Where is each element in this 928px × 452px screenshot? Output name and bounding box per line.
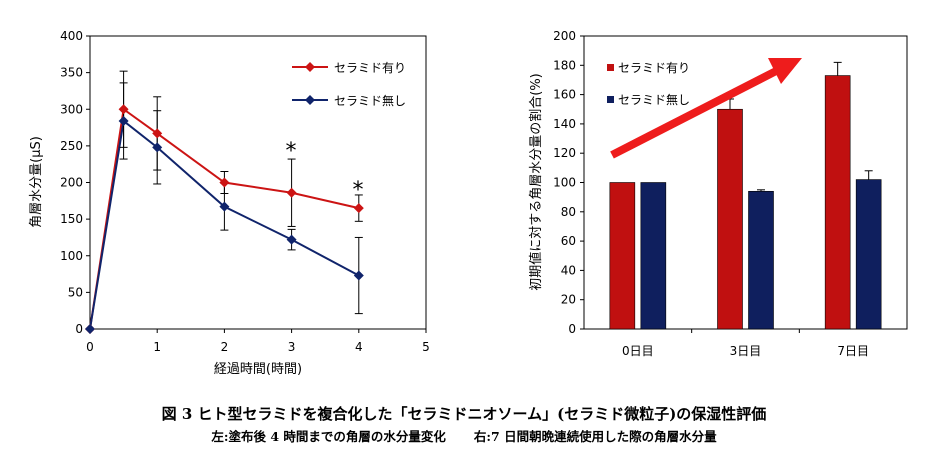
bar-chart-x-axis: 0日目 3日目 7日目 <box>622 329 869 358</box>
caption-right: 右:7 日間朝晩連続使用した際の角層水分量 <box>473 429 717 444</box>
data-point-marker <box>353 270 364 281</box>
y-tick-label: 120 <box>553 146 576 160</box>
data-point-marker <box>118 115 129 126</box>
x-tick-label: 4 <box>355 340 363 354</box>
y-tick-label: 200 <box>60 176 83 190</box>
legend-swatch-without <box>607 96 614 103</box>
legend-marker-with <box>305 62 315 72</box>
data-point-marker <box>118 104 129 115</box>
y-tick-label: 80 <box>561 205 576 219</box>
x-tick-label: 2 <box>221 340 229 354</box>
x-tick-label: 5 <box>422 340 430 354</box>
trend-arrow <box>610 58 802 159</box>
data-point-marker <box>152 128 163 139</box>
significance-star-3h: * <box>286 139 297 164</box>
bar <box>855 179 882 330</box>
legend-label-without-bar: セラミド無し <box>618 92 690 107</box>
line-chart-x-axis: 0 1 2 3 4 5 <box>86 329 430 354</box>
bar-chart-legend: セラミド有り セラミド無し <box>607 61 690 107</box>
x-category-label: 7日目 <box>837 344 869 358</box>
y-tick-label: 300 <box>60 102 83 116</box>
y-tick-label: 180 <box>553 58 576 72</box>
significance-star-4h: * <box>353 178 364 203</box>
bar <box>717 108 743 330</box>
legend-label-without: セラミド無し <box>334 93 406 108</box>
line-chart-series <box>85 70 364 334</box>
trend-arrow-head <box>768 58 802 84</box>
data-point-marker <box>286 187 297 198</box>
y-tick-label: 160 <box>553 88 576 102</box>
bar <box>640 182 667 330</box>
figure-caption-title: 図 3 ヒト型セラミドを複合化した「セラミドニオソーム」(セラミド微粒子)の保湿… <box>161 405 767 423</box>
x-tick-label: 3 <box>288 340 296 354</box>
y-tick-label: 100 <box>553 176 576 190</box>
bar-chart-bars <box>609 61 882 330</box>
caption-left: 左:塗布後 4 時間までの角層の水分量変化 <box>211 429 446 444</box>
x-category-label: 3日目 <box>730 344 762 358</box>
y-tick-label: 350 <box>60 66 83 80</box>
data-point-marker <box>353 203 364 214</box>
x-tick-label: 1 <box>153 340 161 354</box>
x-tick-label: 0 <box>86 340 94 354</box>
y-tick-label: 0 <box>568 322 576 336</box>
line-chart: 0 50 100 150 200 250 300 350 400 0 1 2 3 4 5 経過時間(時間)… <box>29 29 430 377</box>
line-chart-legend: セラミド有り セラミド無し <box>292 61 406 108</box>
y-tick-label: 60 <box>561 234 576 248</box>
y-tick-label: 20 <box>561 293 576 307</box>
data-point-marker <box>152 142 163 153</box>
bar-chart-y-axis: 0 20 40 60 80 100 120 140 160 180 200 <box>553 29 584 336</box>
x-category-label: 0日目 <box>622 344 654 358</box>
y-tick-label: 200 <box>553 29 576 43</box>
line-chart-y-label: 角層水分量(μS) <box>29 136 44 228</box>
data-point-marker <box>219 201 230 212</box>
legend-label-with-bar: セラミド有り <box>618 61 690 75</box>
trend-arrow-shaft <box>610 64 784 159</box>
y-tick-label: 100 <box>60 249 83 263</box>
y-tick-label: 50 <box>68 285 83 299</box>
legend-label-with: セラミド有り <box>334 61 406 75</box>
bar-chart: 0 20 40 60 80 100 120 140 160 180 200 0日目 3日目 7日目 初期… <box>528 29 908 358</box>
y-tick-label: 250 <box>60 139 83 153</box>
data-point-marker <box>85 324 95 334</box>
line-chart-plot-area <box>89 35 427 330</box>
series-line <box>89 119 360 330</box>
data-point-marker <box>219 177 230 188</box>
y-tick-label: 400 <box>60 29 83 43</box>
y-tick-label: 140 <box>553 117 576 131</box>
series-line <box>89 107 360 330</box>
legend-swatch-with <box>607 64 614 71</box>
line-chart-x-label: 経過時間(時間) <box>214 362 302 377</box>
y-tick-label: 0 <box>75 322 83 336</box>
bar-chart-y-label: 初期値に対する角層水分量の割合(%) <box>528 73 544 291</box>
bar <box>824 75 851 330</box>
y-tick-label: 40 <box>561 263 576 277</box>
y-tick-label: 150 <box>60 212 83 226</box>
line-chart-y-axis: 0 50 100 150 200 250 300 350 400 <box>60 29 90 336</box>
bar <box>609 182 636 330</box>
figure-caption-sub: 左:塗布後 4 時間までの角層の水分量変化 右:7 日間朝晩連続使用した際の角層水… <box>0 426 928 445</box>
data-point-marker <box>286 234 297 245</box>
bar <box>748 190 774 330</box>
legend-marker-without <box>305 95 315 105</box>
